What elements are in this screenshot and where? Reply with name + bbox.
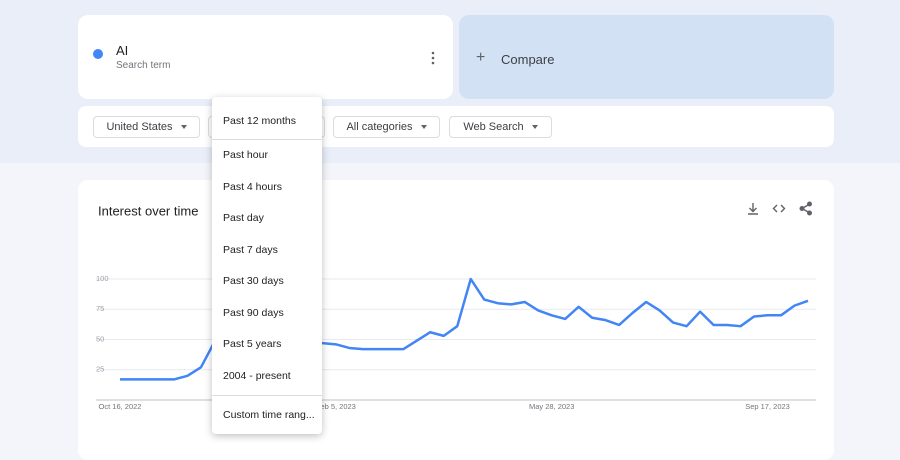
time-range-dropdown: Past 12 months Past hour Past 4 hours Past…: [212, 97, 322, 434]
filter-bar: [78, 106, 834, 147]
x-tick-label: May 28, 2023: [529, 402, 574, 411]
dropdown-option[interactable]: Past 7 days: [223, 243, 278, 256]
plus-icon: +: [476, 49, 486, 66]
caret: [531, 125, 538, 129]
x-tick-label: Sep 17, 2023: [745, 402, 790, 411]
filter-button[interactable]: All categories: [333, 116, 440, 138]
page: AI Search term + Compare United States A…: [78, 15, 834, 460]
chart: Interest over time 25 50 75 100 Oct 16, 2022…: [96, 201, 816, 411]
dropdown-option[interactable]: Past day: [223, 212, 264, 224]
filter-button[interactable]: United States: [93, 116, 200, 138]
dropdown-option[interactable]: 2004 - present: [223, 369, 291, 382]
chart-actions: [748, 201, 813, 216]
divider: [212, 395, 322, 396]
y-tick-label: 75: [96, 304, 104, 313]
caret: [180, 125, 187, 129]
y-tick-label: 25: [96, 365, 104, 374]
download-icon[interactable]: [748, 203, 758, 215]
chart-title: Interest over time: [98, 203, 198, 218]
filter-button[interactable]: Web Search: [449, 116, 552, 138]
term-dot: [93, 49, 103, 59]
y-tick-label: 50: [96, 334, 104, 343]
dropdown-option[interactable]: Past 30 days: [223, 275, 284, 287]
caret: [420, 125, 427, 129]
more-icon[interactable]: [430, 51, 436, 65]
term-name: AI: [116, 43, 129, 58]
divider: [212, 139, 322, 140]
dropdown-option[interactable]: Past hour: [223, 149, 268, 161]
dropdown-option-custom[interactable]: Custom time rang...: [223, 409, 315, 421]
x-tick-label: Oct 16, 2022: [99, 402, 142, 411]
search-term-card[interactable]: AI Search term: [78, 15, 453, 99]
dropdown-option[interactable]: Past 4 hours: [223, 180, 282, 193]
dropdown-option[interactable]: Past 90 days: [223, 306, 284, 319]
term-subtitle: Search term: [116, 60, 171, 71]
dropdown-option-selected[interactable]: Past 12 months: [223, 115, 296, 127]
compare-card[interactable]: + Compare: [459, 15, 834, 99]
filter-label: Web Search: [463, 121, 524, 133]
dropdown-option[interactable]: Past 5 years: [223, 338, 282, 350]
filter-label: United States: [106, 121, 173, 133]
x-tick-label: Feb 5, 2023: [316, 402, 356, 411]
filter-label: All categories: [346, 121, 413, 133]
y-tick-label: 100: [96, 274, 109, 283]
compare-label: Compare: [501, 52, 555, 67]
embed-icon[interactable]: [772, 204, 786, 213]
